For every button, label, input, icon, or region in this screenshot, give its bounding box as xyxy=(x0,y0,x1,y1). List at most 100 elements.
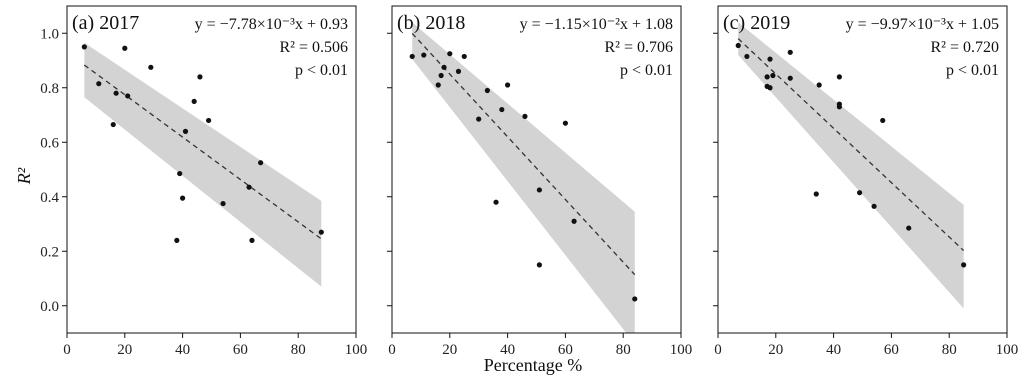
data-point xyxy=(246,184,252,190)
data-point xyxy=(441,64,447,70)
data-point xyxy=(632,296,638,302)
data-point xyxy=(438,72,444,79)
x-tick-label: 0 xyxy=(388,342,396,358)
data-point xyxy=(961,262,967,268)
data-point xyxy=(249,237,255,243)
data-point xyxy=(191,98,197,104)
data-point xyxy=(787,49,793,55)
data-point xyxy=(505,82,511,88)
data-point xyxy=(96,81,102,87)
panel-title: (b) 2018 xyxy=(397,12,465,34)
r-squared-value: R² = 0.706 xyxy=(605,39,674,56)
data-point xyxy=(122,45,128,51)
regression-equation: y = −7.78×10⁻³x + 0.93 xyxy=(195,16,348,33)
data-point xyxy=(536,187,542,193)
y-tick-label: 0.0 xyxy=(40,299,59,315)
data-point xyxy=(435,82,441,88)
data-point xyxy=(455,68,462,74)
data-point xyxy=(180,195,186,201)
data-point xyxy=(536,262,542,268)
x-tick-label: 80 xyxy=(616,342,631,358)
data-point xyxy=(148,64,154,70)
x-axis-label: Percentage % xyxy=(484,355,582,375)
plot-frame xyxy=(66,5,357,334)
data-point xyxy=(767,56,773,62)
x-tick-label: 0 xyxy=(63,342,71,358)
confidence-band xyxy=(412,22,635,333)
data-point xyxy=(174,237,180,243)
data-point xyxy=(476,116,482,122)
r-squared-value: R² = 0.506 xyxy=(280,39,349,56)
panel-3: 0 20 40 60 80 100 (c) 2019 y = −9.97×10⁻³x + 1.… xyxy=(713,5,1019,358)
y-tick-label: 0.2 xyxy=(40,244,59,260)
data-point xyxy=(177,170,183,177)
confidence-band xyxy=(738,22,964,309)
data-point xyxy=(81,44,87,50)
data-point xyxy=(258,160,264,166)
regression-line xyxy=(83,64,322,240)
panel-1: 0 20 40 60 80 100 0.0 0.2 0.4 0.6 0.8 1.0 (a) 2017 y … xyxy=(40,5,368,358)
data-point xyxy=(813,191,819,197)
data-point xyxy=(735,42,741,49)
data-point xyxy=(816,82,822,88)
x-tick-label: 20 xyxy=(768,342,783,358)
x-tick-label: 60 xyxy=(233,342,248,358)
x-tick-label: 100 xyxy=(345,342,368,358)
x-tick-label: 20 xyxy=(442,342,457,358)
data-point xyxy=(880,117,886,124)
data-point xyxy=(744,53,750,60)
regression-equation: y = −1.15×10⁻²x + 1.08 xyxy=(520,16,673,33)
data-point xyxy=(836,101,842,107)
data-point xyxy=(409,53,415,60)
data-point xyxy=(110,121,116,128)
p-value: p < 0.01 xyxy=(295,62,348,79)
x-tick-label: 20 xyxy=(117,342,132,358)
data-point xyxy=(447,51,453,57)
x-tick-label: 100 xyxy=(996,342,1019,358)
y-tick-label: 1.0 xyxy=(40,26,59,42)
x-tick-label: 80 xyxy=(942,342,957,358)
x-tick-label: 40 xyxy=(500,342,515,358)
data-point xyxy=(857,190,863,196)
p-value: p < 0.01 xyxy=(946,62,999,79)
confidence-band xyxy=(84,42,322,287)
regression-equation: y = −9.97×10⁻³x + 1.05 xyxy=(846,16,999,33)
y-axis-label: R² xyxy=(14,167,34,185)
panel-title: (a) 2017 xyxy=(72,12,139,34)
r-squared-value: R² = 0.720 xyxy=(931,39,1000,56)
data-point xyxy=(197,74,203,80)
x-tick-label: 100 xyxy=(670,342,693,358)
data-point xyxy=(499,106,505,113)
x-tick-label: 40 xyxy=(175,342,190,358)
plot-frame xyxy=(717,5,1008,334)
y-tick-label: 0.4 xyxy=(40,190,59,206)
plot-frame xyxy=(391,5,682,334)
data-point xyxy=(571,218,577,224)
data-point xyxy=(764,74,770,80)
regression-line xyxy=(737,38,965,252)
regression-line xyxy=(411,32,636,276)
data-point xyxy=(493,199,499,205)
data-point xyxy=(836,74,842,80)
data-point xyxy=(770,72,776,79)
data-point xyxy=(206,117,212,124)
data-point xyxy=(113,90,119,96)
data-point xyxy=(562,120,569,126)
data-point xyxy=(318,229,324,235)
data-point xyxy=(906,225,912,231)
panel-title: (c) 2019 xyxy=(723,12,790,34)
x-tick-label: 40 xyxy=(826,342,841,358)
data-point xyxy=(522,113,528,119)
data-point xyxy=(125,93,131,99)
data-point xyxy=(461,53,467,60)
p-value: p < 0.01 xyxy=(620,62,673,79)
y-tick-label: 0.6 xyxy=(40,135,59,151)
data-point xyxy=(767,85,773,91)
x-tick-label: 60 xyxy=(558,342,573,358)
panel-2: 0 20 40 60 80 100 (b) 2018 y = −1.15×10⁻²x + 1.… xyxy=(387,5,693,358)
x-tick-label: 60 xyxy=(884,342,899,358)
x-tick-label: 0 xyxy=(714,342,722,358)
x-tick-label: 80 xyxy=(291,342,306,358)
data-point xyxy=(220,200,226,207)
